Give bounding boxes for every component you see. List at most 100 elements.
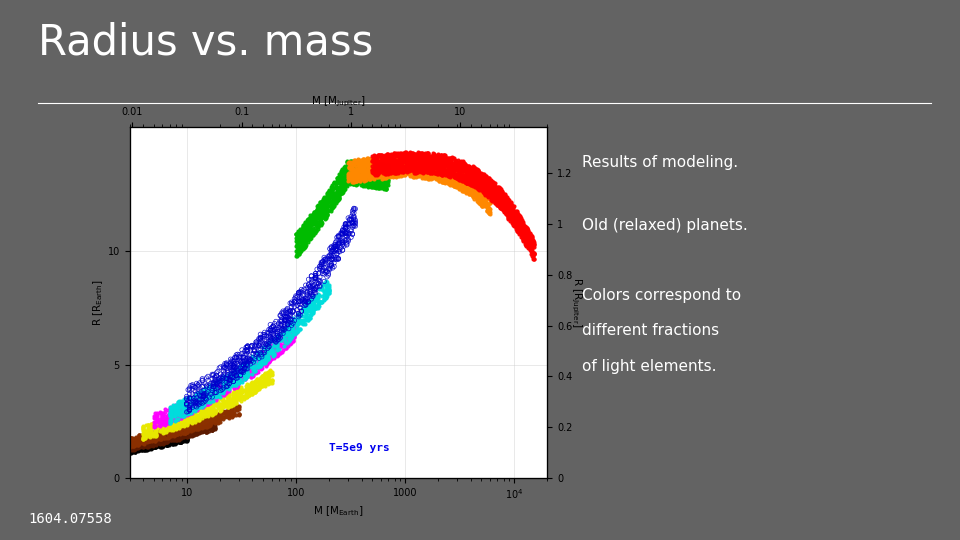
Point xyxy=(354,173,370,182)
Point xyxy=(383,153,398,162)
Point xyxy=(262,370,277,379)
Point xyxy=(385,159,400,167)
Point xyxy=(330,178,346,186)
Point xyxy=(264,323,279,332)
Point xyxy=(361,173,376,181)
Point xyxy=(141,441,156,449)
Point xyxy=(476,173,492,182)
Point xyxy=(237,351,252,360)
Point xyxy=(139,430,155,439)
Point xyxy=(444,160,459,168)
Point xyxy=(335,177,350,185)
Point xyxy=(254,364,270,373)
Point xyxy=(128,441,143,450)
Point xyxy=(231,362,247,371)
Point xyxy=(179,435,194,443)
Point xyxy=(419,157,434,166)
Point xyxy=(264,348,279,357)
Point xyxy=(341,172,356,180)
Point xyxy=(384,160,399,168)
Point xyxy=(144,420,159,428)
Point xyxy=(365,163,380,171)
Point xyxy=(483,179,498,188)
Point xyxy=(225,372,240,380)
Point xyxy=(316,291,331,300)
Point xyxy=(485,192,500,201)
Point xyxy=(505,220,520,229)
Point xyxy=(145,441,160,450)
Point xyxy=(171,437,186,446)
Point xyxy=(258,352,274,361)
Point xyxy=(517,233,533,242)
Point xyxy=(250,354,265,362)
Point xyxy=(352,177,368,185)
Point xyxy=(366,172,381,180)
Point xyxy=(367,170,382,178)
Point xyxy=(455,171,470,180)
Point xyxy=(136,444,152,453)
Point xyxy=(301,231,317,239)
Point xyxy=(241,369,256,378)
Point xyxy=(420,167,435,176)
Point xyxy=(222,376,237,384)
Point xyxy=(225,375,240,383)
Point xyxy=(299,224,314,233)
Point xyxy=(194,403,209,412)
Point xyxy=(452,175,468,184)
Point xyxy=(156,417,171,426)
Point xyxy=(156,429,172,438)
Point xyxy=(214,411,229,420)
Point xyxy=(407,156,422,165)
Point xyxy=(377,165,393,173)
Point xyxy=(348,176,363,185)
Point xyxy=(459,165,474,173)
Point xyxy=(484,190,499,198)
Point xyxy=(431,168,446,177)
Point xyxy=(139,428,155,436)
Point xyxy=(240,354,255,363)
Point xyxy=(361,161,376,170)
Point xyxy=(245,371,260,380)
Point xyxy=(184,431,200,440)
Point xyxy=(516,227,531,236)
Point xyxy=(266,326,281,335)
Point xyxy=(345,207,360,215)
Point xyxy=(216,384,231,393)
Point xyxy=(404,156,420,165)
Point xyxy=(177,408,192,417)
Point xyxy=(156,431,171,440)
Point xyxy=(421,154,437,163)
Point xyxy=(352,177,368,186)
Point xyxy=(203,411,218,420)
Point xyxy=(391,163,406,172)
Point xyxy=(160,418,176,427)
Point xyxy=(244,373,259,381)
Point xyxy=(203,423,218,432)
Point xyxy=(297,304,312,313)
Point xyxy=(457,164,472,173)
Point xyxy=(365,165,380,173)
Point xyxy=(387,151,402,159)
Point xyxy=(196,397,211,406)
Point xyxy=(471,186,487,194)
Point xyxy=(311,269,326,278)
Point xyxy=(500,211,516,220)
Point xyxy=(399,168,415,177)
Point xyxy=(211,363,227,372)
Point xyxy=(140,441,156,449)
Point xyxy=(217,399,232,408)
Point xyxy=(161,433,177,441)
Point xyxy=(491,185,506,193)
Point xyxy=(144,424,159,433)
Point xyxy=(390,164,405,173)
Point xyxy=(184,405,200,414)
Point xyxy=(383,157,398,166)
Point xyxy=(369,165,384,174)
Point xyxy=(422,154,438,163)
Point xyxy=(143,441,158,450)
Point xyxy=(215,375,230,383)
Point xyxy=(443,167,458,176)
Point xyxy=(417,163,432,172)
Point xyxy=(295,244,310,252)
Point xyxy=(316,200,331,209)
